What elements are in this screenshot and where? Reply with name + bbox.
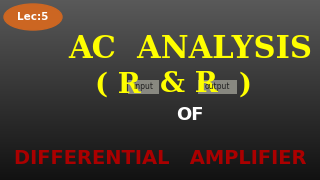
Ellipse shape — [4, 4, 62, 30]
Text: & R: & R — [160, 71, 218, 98]
Text: output: output — [204, 82, 230, 91]
Text: input: input — [133, 82, 153, 91]
FancyBboxPatch shape — [127, 80, 158, 93]
Text: OF: OF — [176, 106, 204, 124]
Text: AC  ANALYSIS: AC ANALYSIS — [68, 35, 312, 66]
Text: ): ) — [239, 71, 252, 98]
FancyBboxPatch shape — [197, 80, 236, 93]
Text: ( R: ( R — [95, 71, 141, 98]
Text: Lec:5: Lec:5 — [17, 12, 49, 22]
Text: DIFFERENTIAL   AMPLIFIER: DIFFERENTIAL AMPLIFIER — [14, 148, 306, 168]
